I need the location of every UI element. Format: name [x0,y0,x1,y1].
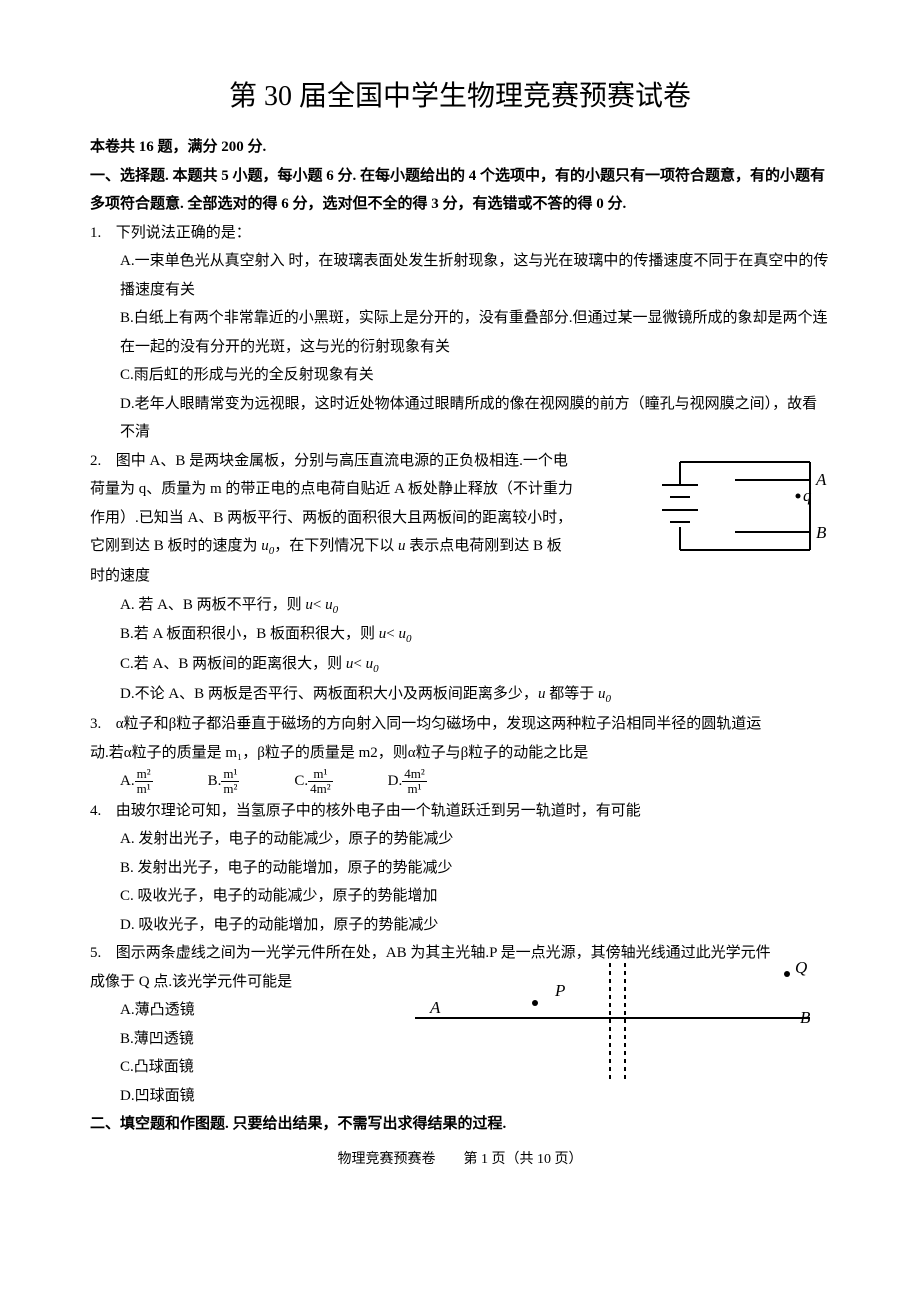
svg-text:A: A [429,998,441,1017]
q2-stem-l4c: 表示点电荷刚到达 B 板 [406,538,562,554]
q2-stem-l1: 图中 A、B 是两块金属板，分别与高压直流电源的正负极相连.一个电 [116,453,568,469]
q5-num: 5. [90,939,112,968]
q4-stem: 由玻尔理论可知，当氢原子中的核外电子由一个轨道跃迁到另一轨道时，有可能 [116,803,641,819]
q2-optA: A. 若 A、B 两板不平行，则 u< u0 [90,591,830,621]
q1-optA: A.一束单色光从真空射入 时，在玻璃表面处发生折射现象，这与光在玻璃中的传播速度… [90,247,830,304]
q5-optics-figure: A B P Q [390,958,830,1088]
q2-optD: D.不论 A、B 两板是否平行、两板面积大小及两板间距离多少，u 都等于 u0 [90,680,830,710]
q1-num: 1. [90,219,112,248]
q2-optB: B.若 A 板面积很小，B 板面积很大，则 u< u0 [90,620,830,650]
question-3: 3. α粒子和β粒子都沿垂直于磁场的方向射入同一均匀磁场中，发现这两种粒子沿相同… [90,710,830,797]
q4-optD: D. 吸收光子，电子的动能增加，原子的势能减少 [90,911,830,940]
section1-heading: 一、选择题. 本题共 5 小题，每小题 6 分. 在每小题给出的 4 个选项中，… [90,162,830,219]
q1-optB: B.白纸上有两个非常靠近的小黑斑，实际上是分开的，没有重叠部分.但通过某一显微镜… [90,304,830,361]
svg-text:B: B [816,523,827,542]
q1-optC: C.雨后虹的形成与光的全反射现象有关 [90,361,830,390]
q3-options: A.m²m¹ B.m¹m² C.m¹4m² D.4m²m¹ [90,767,830,797]
q3-optA: A.m²m¹ [120,767,153,797]
q2-stem-l5: 时的速度 [90,568,150,584]
svg-text:B: B [800,1008,811,1027]
q3-stem-b: 动.若α粒子的质量是 m₁，β粒子的质量是 m2，则α粒子与β粒子的动能之比是 [90,745,588,761]
svg-text:A: A [815,470,827,489]
q3-stem-a: α粒子和β粒子都沿垂直于磁场的方向射入同一均匀磁场中，发现这两种粒子沿相同半径的… [116,716,762,732]
q2-stem-l4b: ，在下列情况下以 [274,538,398,554]
q3-num: 3. [90,710,112,739]
question-4: 4. 由玻尔理论可知，当氢原子中的核外电子由一个轨道跃迁到另一轨道时，有可能 A… [90,797,830,940]
q5-stem-a: 图示两条虚线之间为一光学元件所在处，AB 为其主光轴.P 是一点光源，其傍轴光线… [116,945,771,961]
section2-heading: 二、填空题和作图题. 只要给出结果，不需写出求得结果的过程. [90,1110,830,1139]
q1-stem: 下列说法正确的是： [116,225,251,241]
q2-u0: u0 [261,538,274,554]
q1-optD: D.老年人眼睛常变为远视眼，这时近处物体通过眼睛所成的像在视网膜的前方（瞳孔与视… [90,390,830,447]
q4-optC: C. 吸收光子，电子的动能减少，原子的势能增加 [90,882,830,911]
svg-text:Q: Q [795,958,807,977]
page-footer: 物理竞赛预赛卷 第 1 页（共 10 页） [90,1147,830,1174]
q4-num: 4. [90,797,112,826]
q4-optA: A. 发射出光子，电子的动能减少，原子的势能减少 [90,825,830,854]
q2-stem-l4a: 它刚到达 B 板时的速度为 [90,538,261,554]
svg-text:q: q [803,486,812,505]
q5-stem-b: 成像于 Q 点.该光学元件可能是 [90,974,292,990]
question-5: 5. 图示两条虚线之间为一光学元件所在处，AB 为其主光轴.P 是一点光源，其傍… [90,939,830,1110]
q4-optB: B. 发射出光子，电子的动能增加，原子的势能减少 [90,854,830,883]
q3-optC: C.m¹4m² [294,767,332,797]
q2-u: u [398,538,406,554]
q2-circuit-figure: A B q [640,450,830,570]
q2-stem-l2: 荷量为 q、质量为 m 的带正电的点电荷自贴近 A 板处静止释放（不计重力 [90,481,573,497]
page-meta: 本卷共 16 题，满分 200 分. [90,133,830,162]
page-title: 第 30 届全国中学生物理竞赛预赛试卷 [90,70,830,123]
q2-stem-l3: 作用）.已知当 A、B 两板平行、两板的面积很大且两板间的距离较小时， [90,510,572,526]
q2-num: 2. [90,447,112,476]
q3-optB: B.m¹m² [208,767,240,797]
q3-optD: D.4m²m¹ [388,767,427,797]
question-1: 1. 下列说法正确的是： A.一束单色光从真空射入 时，在玻璃表面处发生折射现象… [90,219,830,447]
q2-optC: C.若 A、B 两板间的距离很大，则 u< u0 [90,650,830,680]
question-2: A B q 2. 图中 A、B 是两块金属板，分别与高压直流电源的正负极相连.一… [90,447,830,710]
exam-page: 第 30 届全国中学生物理竞赛预赛试卷 本卷共 16 题，满分 200 分. 一… [0,0,920,1213]
svg-text:P: P [554,981,565,1000]
